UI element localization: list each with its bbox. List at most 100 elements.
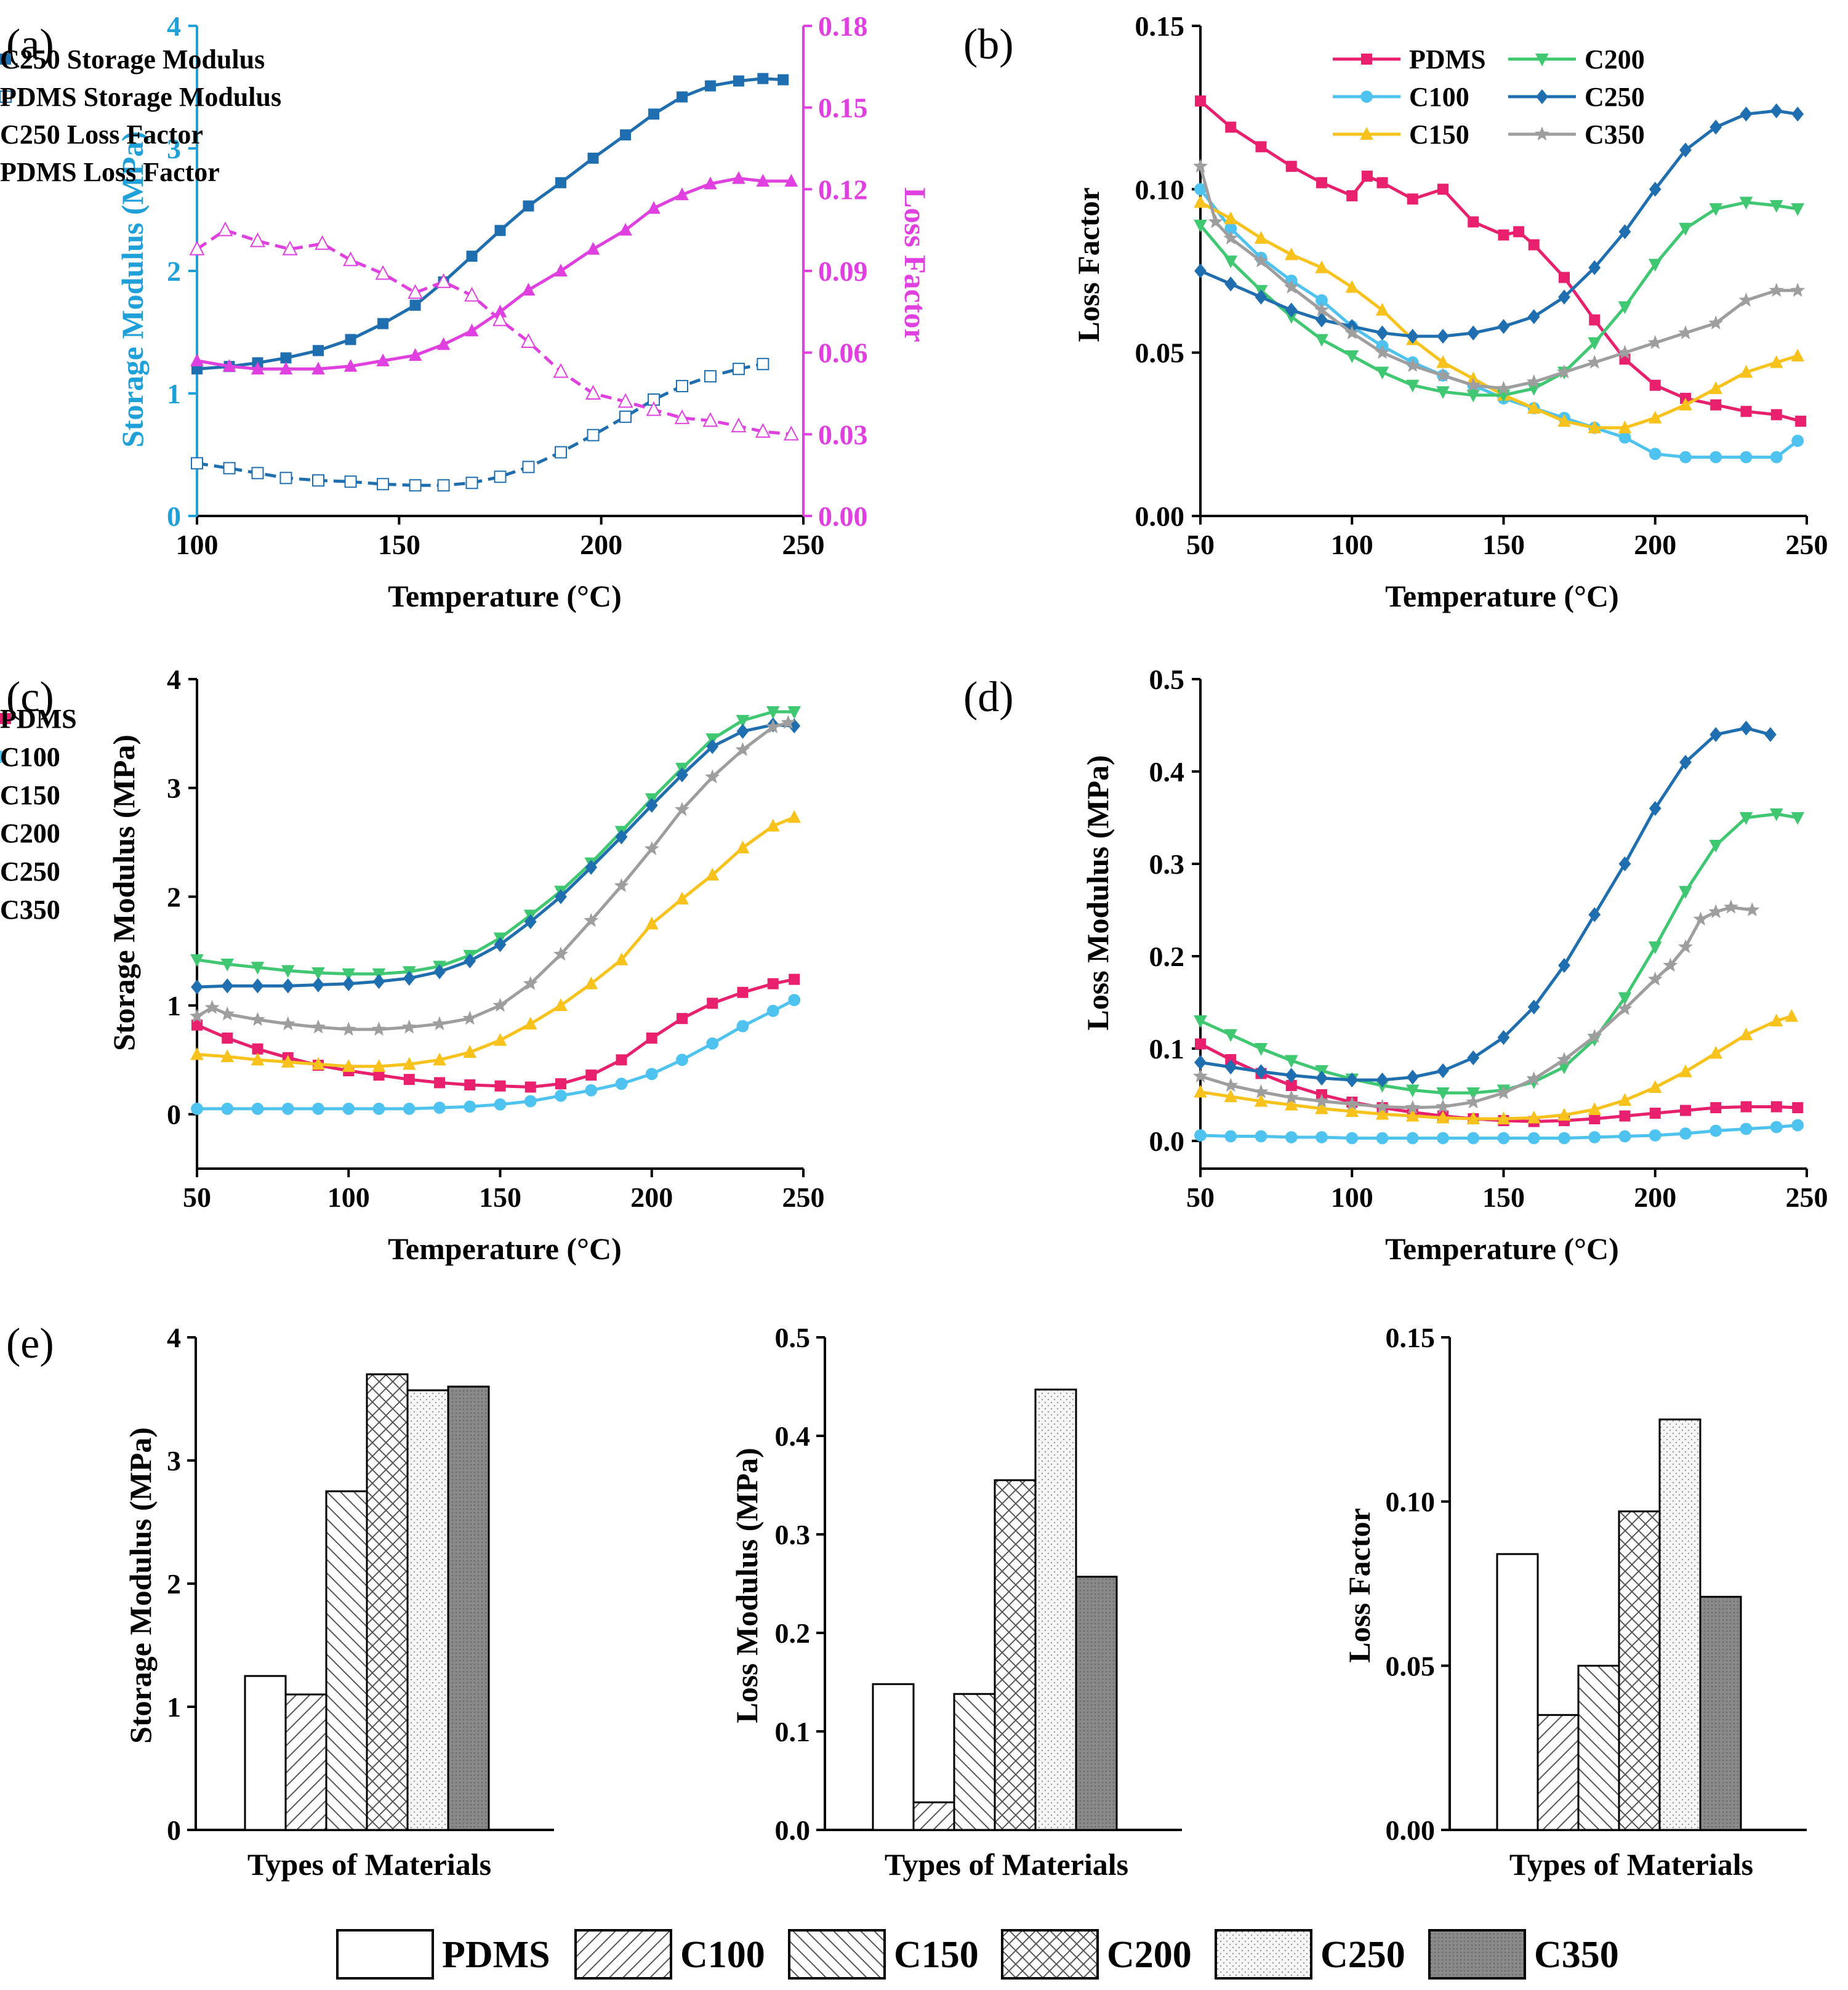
- legend-swatch-pdms: [336, 1929, 434, 1980]
- point-a-c250-storage-modulus: [377, 318, 389, 329]
- point-b-c350: [1223, 230, 1239, 245]
- legend-label-c-c150: C150: [0, 780, 60, 810]
- point-d-c200: [1466, 1087, 1480, 1100]
- legend-label-b-c150: C150: [1409, 119, 1469, 150]
- point-d-pdms: [1195, 1038, 1206, 1050]
- point-b-pdms: [1376, 177, 1388, 188]
- point-c-pdms: [767, 978, 779, 989]
- legend-label-d-c350: C350: [0, 895, 60, 925]
- x-tick-label-a: 150: [378, 529, 420, 560]
- point-d-c250: [1618, 856, 1631, 872]
- point-b-pdms: [1589, 314, 1601, 326]
- bar-e2-c150: [953, 1693, 996, 1831]
- point-b-c150: [1527, 401, 1541, 414]
- point-b-c350: [1738, 292, 1754, 307]
- point-b-c250: [1467, 325, 1480, 340]
- point-a-pdms-loss-factor: [436, 273, 452, 288]
- point-a-c250-loss-factor: [222, 359, 236, 372]
- point-c-pdms: [616, 1054, 627, 1066]
- legend-label-d-c100: C100: [0, 742, 60, 772]
- x-tick-label-d: 100: [1331, 1182, 1373, 1213]
- point-a-c250-loss-factor: [436, 337, 451, 350]
- point-b-c100: [1649, 448, 1661, 461]
- point-c-pdms: [373, 1070, 385, 1081]
- x-tick-label-b: 200: [1634, 529, 1676, 560]
- y-tick-label-e2: 0.1: [775, 1716, 811, 1747]
- x-tick-label-d: 150: [1482, 1182, 1525, 1213]
- plot-e2: 0.0 0.1 0.2 0.3 0.4 0.5: [775, 1322, 1182, 1846]
- point-b-c350: [1587, 355, 1602, 369]
- point-d-c150: [1315, 1101, 1328, 1114]
- point-c-pdms: [403, 1074, 415, 1086]
- point-a-pdms-loss-factor: [702, 412, 718, 427]
- point-c-c150: [281, 1055, 295, 1068]
- point-b-c350: [1193, 158, 1208, 173]
- point-a-pdms-loss-factor: [731, 417, 747, 433]
- point-c-c250: [372, 973, 385, 989]
- y-axis-label-a-left: Storage Modulus (MPa): [115, 131, 150, 448]
- point-d-c100: [1194, 1129, 1207, 1142]
- panel-label-b: (b): [963, 21, 1014, 68]
- point-b-c200: [1315, 334, 1328, 347]
- point-a-c250-storage-modulus: [555, 177, 566, 188]
- series-line-c-c350: [196, 721, 789, 1031]
- legend-label-c-c250: C250: [0, 856, 60, 887]
- point-b-c200: [1679, 223, 1692, 236]
- y-tick-label-b: 0.10: [1135, 174, 1185, 205]
- point-a-c250-storage-modulus: [620, 129, 632, 141]
- point-b-pdms: [1407, 193, 1418, 205]
- point-d-c350: [1375, 1098, 1390, 1113]
- point-b-c250: [1527, 309, 1540, 324]
- point-b-c250: [1709, 119, 1722, 135]
- y-tick-label-c: 3: [167, 773, 181, 804]
- point-b-pdms: [1498, 229, 1509, 241]
- point-c-c150: [645, 916, 659, 930]
- point-b-c350: [1617, 345, 1633, 359]
- point-c-c350: [492, 997, 508, 1012]
- y-tick-label-e2: 0.3: [775, 1519, 811, 1550]
- point-d-c200: [1618, 992, 1632, 1005]
- series-line-a-c250-storage-modulus: [196, 77, 784, 371]
- point-a-c250-storage-modulus: [523, 200, 534, 212]
- point-c-c250: [191, 979, 203, 995]
- point-c-c250: [585, 860, 598, 875]
- point-b-pdms: [1255, 141, 1267, 153]
- y-tick-label-d: 0.1: [1149, 1033, 1185, 1065]
- point-c-c200: [220, 958, 235, 972]
- bar-e1-c100: [284, 1693, 327, 1831]
- point-d-c100: [1224, 1130, 1237, 1143]
- y-tick-label-b: 0.05: [1135, 337, 1185, 369]
- point-a-pdms-loss-factor: [250, 232, 265, 248]
- point-b-c150: [1588, 421, 1602, 433]
- point-c-c150: [311, 1057, 325, 1070]
- point-a-pdms-storage-modulus: [522, 461, 535, 473]
- point-d-c200: [1254, 1043, 1268, 1056]
- point-a-pdms-loss-factor: [617, 393, 633, 408]
- bar-e3-c200: [1618, 1510, 1661, 1831]
- x-axis-label-e2: Types of Materials: [885, 1847, 1128, 1882]
- point-c-c100: [676, 1053, 688, 1066]
- point-b-pdms: [1740, 406, 1752, 417]
- point-c-c350: [523, 976, 538, 990]
- point-d-pdms: [1619, 1110, 1631, 1122]
- y-tick-label-e2: 0.0: [775, 1815, 811, 1846]
- point-d-c250: [1255, 1064, 1267, 1079]
- legend-label-a-c250-loss-factor: C250 Loss Factor: [0, 119, 203, 150]
- x-tick-label-d: 50: [1186, 1182, 1215, 1213]
- point-c-c250: [555, 889, 567, 904]
- point-b-c200: [1791, 203, 1805, 216]
- point-a-pdms-storage-modulus: [409, 479, 422, 492]
- point-c-c150: [787, 810, 801, 823]
- point-b-c350: [1647, 335, 1663, 349]
- bar-e2-c100: [912, 1801, 955, 1831]
- x-tick-label-b: 50: [1186, 529, 1215, 560]
- y-tick-label-e3: 0.10: [1386, 1486, 1436, 1518]
- point-c-c250: [342, 976, 355, 991]
- point-c-c100: [464, 1100, 476, 1113]
- point-a-pdms-loss-factor: [282, 240, 298, 256]
- point-d-c100: [1285, 1131, 1298, 1143]
- point-a-c250-storage-modulus: [677, 91, 688, 103]
- point-a-pdms-storage-modulus: [279, 472, 292, 485]
- point-a-c250-loss-factor: [343, 359, 358, 372]
